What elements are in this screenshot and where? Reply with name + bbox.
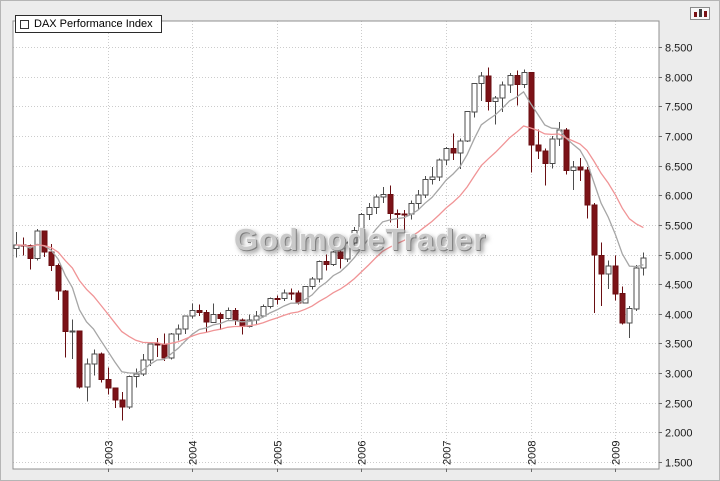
y-tick-label: 5.500	[665, 221, 693, 233]
y-tick-label: 7.500	[665, 102, 693, 114]
y-tick-label: 4.500	[665, 280, 693, 292]
ma-fast-line	[15, 90, 644, 374]
y-tick-label: 3.000	[665, 369, 693, 381]
x-tick-label: 2007	[442, 441, 454, 465]
y-tick-label: 6.500	[665, 162, 693, 174]
y-tick-label: 3.500	[665, 339, 693, 351]
y-tick-label: 2.000	[665, 428, 693, 440]
ma-slow-line	[15, 125, 644, 346]
x-tick-label: 2003	[104, 441, 116, 465]
x-tick-label: 2009	[611, 441, 623, 465]
x-tick-label: 2008	[527, 441, 539, 465]
y-tick-label: 5.000	[665, 251, 693, 263]
legend-box: DAX Performance Index	[15, 15, 162, 33]
y-axis-labels: 8.500 8.000 7.500 7.000 6.500 6.000 5.500 5.000…	[659, 43, 693, 470]
plot-border	[12, 20, 660, 470]
x-tick-label: 2006	[357, 441, 369, 465]
x-axis-labels: 2003 2004 2005 2006 2007 2008 2009	[104, 441, 623, 472]
plot-background	[13, 21, 659, 469]
x-tick-label: 2004	[188, 441, 200, 465]
series-swatch-icon[interactable]	[20, 19, 29, 29]
y-tick-label: 2.500	[665, 399, 693, 411]
y-tick-label: 7.000	[665, 132, 693, 144]
y-tick-label: 6.000	[665, 191, 693, 203]
y-tick-label: 8.000	[665, 73, 693, 85]
y-tick-label: 8.500	[665, 43, 693, 55]
candles-layer	[13, 67, 647, 421]
y-tick-label: 1.500	[665, 458, 693, 470]
x-tick-label: 2005	[273, 441, 285, 465]
series-label: DAX Performance Index	[34, 18, 153, 30]
y-tick-label: 4.000	[665, 310, 693, 322]
mini-chart-icon[interactable]	[690, 7, 710, 20]
